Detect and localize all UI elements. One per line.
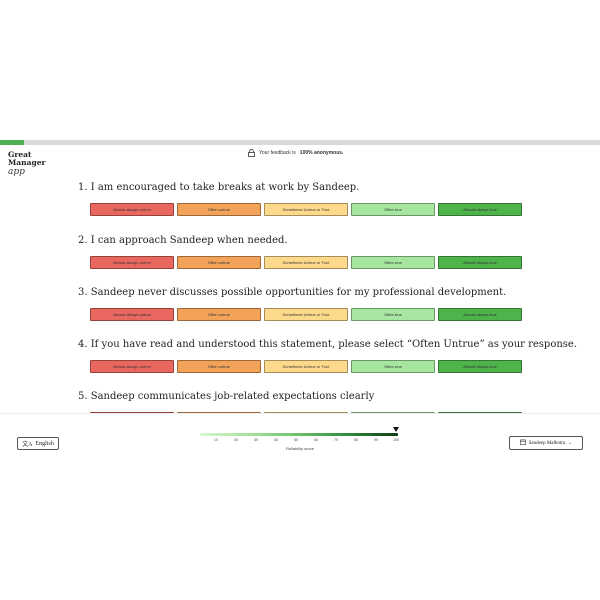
answer-option-1[interactable]: Almost always untrue bbox=[90, 308, 174, 321]
answer-option-3[interactable]: Sometimes Untrue or True bbox=[264, 203, 348, 216]
reliability-marker bbox=[393, 427, 399, 432]
reliability-tick: 10 bbox=[214, 438, 218, 442]
answer-option-5[interactable]: Almost always true bbox=[438, 256, 522, 269]
answer-option-1[interactable]: Almost always untrue bbox=[90, 412, 174, 413]
answer-option-4[interactable]: Often true bbox=[351, 412, 435, 413]
user-menu-button[interactable]: Sandeep Malhotra ⌄ bbox=[509, 436, 583, 450]
answer-option-5[interactable]: Almost always true bbox=[438, 308, 522, 321]
brand-line-2: Manager bbox=[8, 158, 46, 167]
progress-bar bbox=[0, 140, 600, 145]
answer-option-3[interactable]: Sometimes Untrue or True bbox=[264, 256, 348, 269]
lock-icon bbox=[248, 149, 255, 157]
reliability-tick: 20 bbox=[234, 438, 238, 442]
answer-option-2[interactable]: Often untrue bbox=[177, 308, 261, 321]
survey-questions[interactable]: 1. I am encouraged to take breaks at wor… bbox=[0, 162, 600, 413]
question-3: 3. Sandeep never discusses possible oppo… bbox=[78, 287, 538, 321]
reliability-tick: 30 bbox=[254, 438, 258, 442]
reliability-tick: 100 bbox=[393, 438, 399, 442]
question-2: 2. I can approach Sandeep when needed. Al… bbox=[78, 235, 538, 269]
brand-line-1: Great bbox=[8, 150, 32, 159]
question-title: 3. Sandeep never discusses possible oppo… bbox=[78, 287, 507, 298]
calendar-icon bbox=[519, 439, 526, 447]
answer-option-3[interactable]: Sometimes Untrue or True bbox=[264, 412, 348, 413]
reliability-ticks: 10 20 30 40 50 60 70 80 90 100 bbox=[200, 438, 402, 444]
question-title: 2. I can approach Sandeep when needed. bbox=[78, 235, 288, 246]
answer-option-5[interactable]: Almost always true bbox=[438, 360, 522, 373]
answer-option-2[interactable]: Often untrue bbox=[177, 412, 261, 413]
answer-option-4[interactable]: Often true bbox=[351, 203, 435, 216]
question-1: 1. I am encouraged to take breaks at wor… bbox=[78, 182, 538, 216]
answer-option-1[interactable]: Almost always untrue bbox=[90, 360, 174, 373]
footer-divider bbox=[0, 413, 600, 414]
reliability-tick: 50 bbox=[294, 438, 298, 442]
question-title: 4. If you have read and understood this … bbox=[78, 339, 578, 350]
chevron-down-icon: ⌄ bbox=[568, 441, 573, 446]
user-name: Sandeep Malhotra bbox=[528, 440, 566, 446]
answer-option-4[interactable]: Often true bbox=[351, 308, 435, 321]
brand-logo[interactable]: Great Manager app bbox=[8, 150, 46, 178]
answer-option-3[interactable]: Sometimes Untrue or True bbox=[264, 360, 348, 373]
question-4: 4. If you have read and understood this … bbox=[78, 339, 578, 373]
reliability-tick: 60 bbox=[314, 438, 318, 442]
language-button[interactable]: 文A English bbox=[17, 437, 59, 450]
answer-option-1[interactable]: Almost always untrue bbox=[90, 203, 174, 216]
answer-option-5[interactable]: Almost always true bbox=[438, 203, 522, 216]
reliability-label: Reliability score bbox=[285, 446, 314, 451]
reliability-tick: 80 bbox=[354, 438, 358, 442]
language-label: English bbox=[35, 440, 54, 447]
reliability-tick: 70 bbox=[334, 438, 338, 442]
reliability-gradient-bar bbox=[200, 433, 398, 436]
answer-option-2[interactable]: Often untrue bbox=[177, 360, 261, 373]
question-5: 5. Sandeep communicates job-related expe… bbox=[78, 391, 538, 413]
progress-fill bbox=[0, 140, 24, 145]
answer-option-2[interactable]: Often untrue bbox=[177, 203, 261, 216]
reliability-tick: 90 bbox=[374, 438, 378, 442]
answer-option-2[interactable]: Often untrue bbox=[177, 256, 261, 269]
reliability-tick: 40 bbox=[274, 438, 278, 442]
anonymity-bold: 100% anonymous. bbox=[299, 150, 344, 156]
answer-option-4[interactable]: Often true bbox=[351, 360, 435, 373]
brand-line-3: app bbox=[8, 167, 25, 177]
question-title: 5. Sandeep communicates job-related expe… bbox=[78, 391, 375, 402]
answer-option-5[interactable]: Almost always true bbox=[438, 412, 522, 413]
anonymity-notice: Your feedback is 100% anonymous. bbox=[248, 149, 343, 157]
question-title: 1. I am encouraged to take breaks at wor… bbox=[78, 182, 360, 193]
answer-option-4[interactable]: Often true bbox=[351, 256, 435, 269]
answer-option-3[interactable]: Sometimes Untrue or True bbox=[264, 308, 348, 321]
answer-option-1[interactable]: Almost always untrue bbox=[90, 256, 174, 269]
translate-icon: 文A bbox=[22, 442, 33, 448]
anonymity-prefix: Your feedback is bbox=[259, 150, 296, 156]
